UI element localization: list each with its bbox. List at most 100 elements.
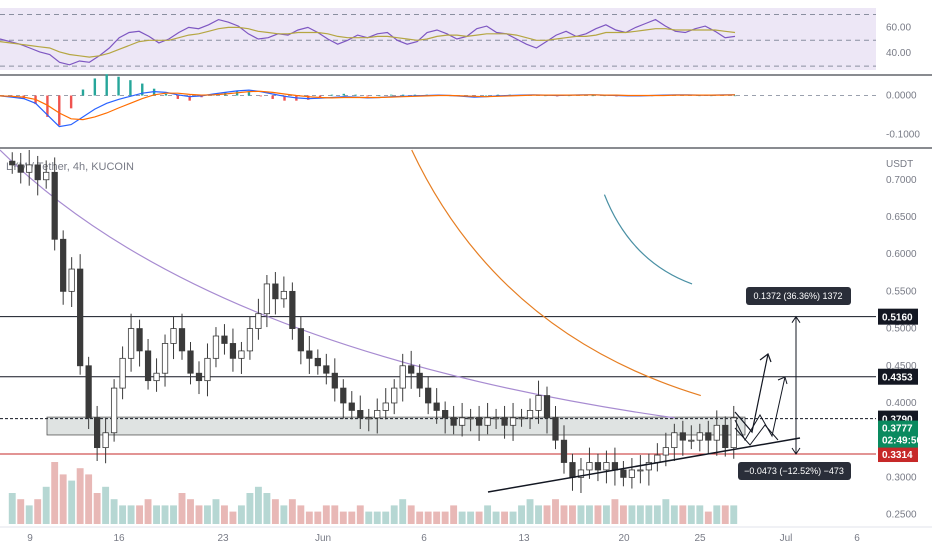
candle-body [399,365,406,389]
volume-bar [501,511,509,524]
candle-body [68,268,75,292]
price-tick-label: 0.5000 [886,324,917,335]
candle-body [60,238,67,292]
moving-average-line [411,149,701,397]
volume-bar [518,505,525,524]
candle-body [119,357,126,389]
volume-bar [365,511,373,524]
candle-body [9,160,16,166]
candle-body [43,171,50,181]
price-tick-label: 0.4500 [886,361,917,372]
volume-bar [25,505,33,524]
volume-bar [93,493,101,524]
candle-body [144,350,152,382]
volume-bar [662,499,670,524]
candle-body [246,328,254,352]
volume-bar [535,505,542,524]
price-level-tag-text: 0.3790 [882,415,913,426]
candle-body [170,328,177,344]
candle-body [187,350,194,374]
macd-line [0,90,736,121]
volume-bar [611,499,619,524]
volume-bar [416,511,424,524]
time-tick-label: 25 [694,533,706,544]
volume-bar [424,511,432,524]
price-level-tag-text: 0.3314 [882,450,913,461]
volume-bar [221,505,228,524]
volume-bar [110,499,118,524]
candle-body [637,469,644,472]
macd-panel: 0.0000 -0.1000 [0,74,920,140]
candle-body [459,417,466,426]
volume-bar [543,505,551,524]
candle-body [374,410,381,419]
macd-histogram-bar [283,95,286,101]
candle-body [501,417,508,426]
volume-bar [187,499,194,524]
price-level-tag [878,308,918,325]
volume-bar [441,511,449,524]
candle-body [127,328,135,359]
volume-bar [195,505,203,524]
consolidation-zone [46,416,746,436]
candle-body [297,328,304,352]
volume-bar [382,511,390,524]
candle-body [620,469,627,478]
candle-body [161,343,169,374]
volume-bar [687,505,695,524]
volume-bar [254,486,262,524]
price-level-tag-text: 0.5160 [882,313,913,324]
price-tick-label: 0.6500 [886,212,917,223]
volume-bar [390,505,398,524]
candle-body [509,417,517,426]
volume-bar [586,505,593,524]
candle-body [229,343,237,359]
candle-body [492,417,500,420]
volume-bar [704,511,712,524]
candle-body [730,417,737,449]
volume-bar [314,511,322,524]
macd-histogram-bar [164,93,168,96]
volume-bar [331,505,339,524]
measure-arrow-down [791,447,801,455]
volume-bar [305,511,313,524]
candle-body [518,417,525,420]
macd-histogram-bar [271,95,274,99]
rsi-tick-label: 60.00 [886,22,911,33]
volume-bar [127,505,135,524]
candle-body [654,454,661,463]
price-panel: LYM / Tether, 4h, KUCOIN USDT 0.1372 (36… [0,149,913,524]
macd-histogram-bar [567,95,571,97]
time-tick-label: 20 [618,533,630,544]
currency-label: USDT [886,159,913,170]
candle-body [212,335,220,359]
volume-bar [271,499,279,524]
moving-average-line [603,194,693,285]
volume-bar [721,505,729,524]
rsi-panel: 60.00 40.00 [0,8,911,70]
volume-bar [467,511,475,524]
volume-bar [475,511,483,524]
volume-bar [373,511,381,524]
time-tick-label: 9 [27,533,33,544]
chart-title: LYM / Tether, 4h, KUCOIN [6,161,134,173]
volume-bar [322,505,330,524]
candle-body [136,328,143,352]
candle-body [34,164,41,181]
macd-histogram-bar [496,94,500,96]
candle-body [77,268,84,367]
candle-body [722,424,729,449]
candle-body [526,410,534,419]
macd-histogram-bar [58,95,61,126]
volume-bar [645,505,653,524]
macd-histogram-bar [378,95,381,97]
time-tick-label: 16 [113,533,125,544]
candle-body [204,357,211,382]
candle-body [442,410,449,419]
macd-histogram-bar [307,95,310,100]
candle-body [484,417,491,426]
measure-down-label: −0.0473 (−12.52%) −473 [744,466,844,476]
volume-bar [229,511,237,524]
candle-body [51,171,58,240]
